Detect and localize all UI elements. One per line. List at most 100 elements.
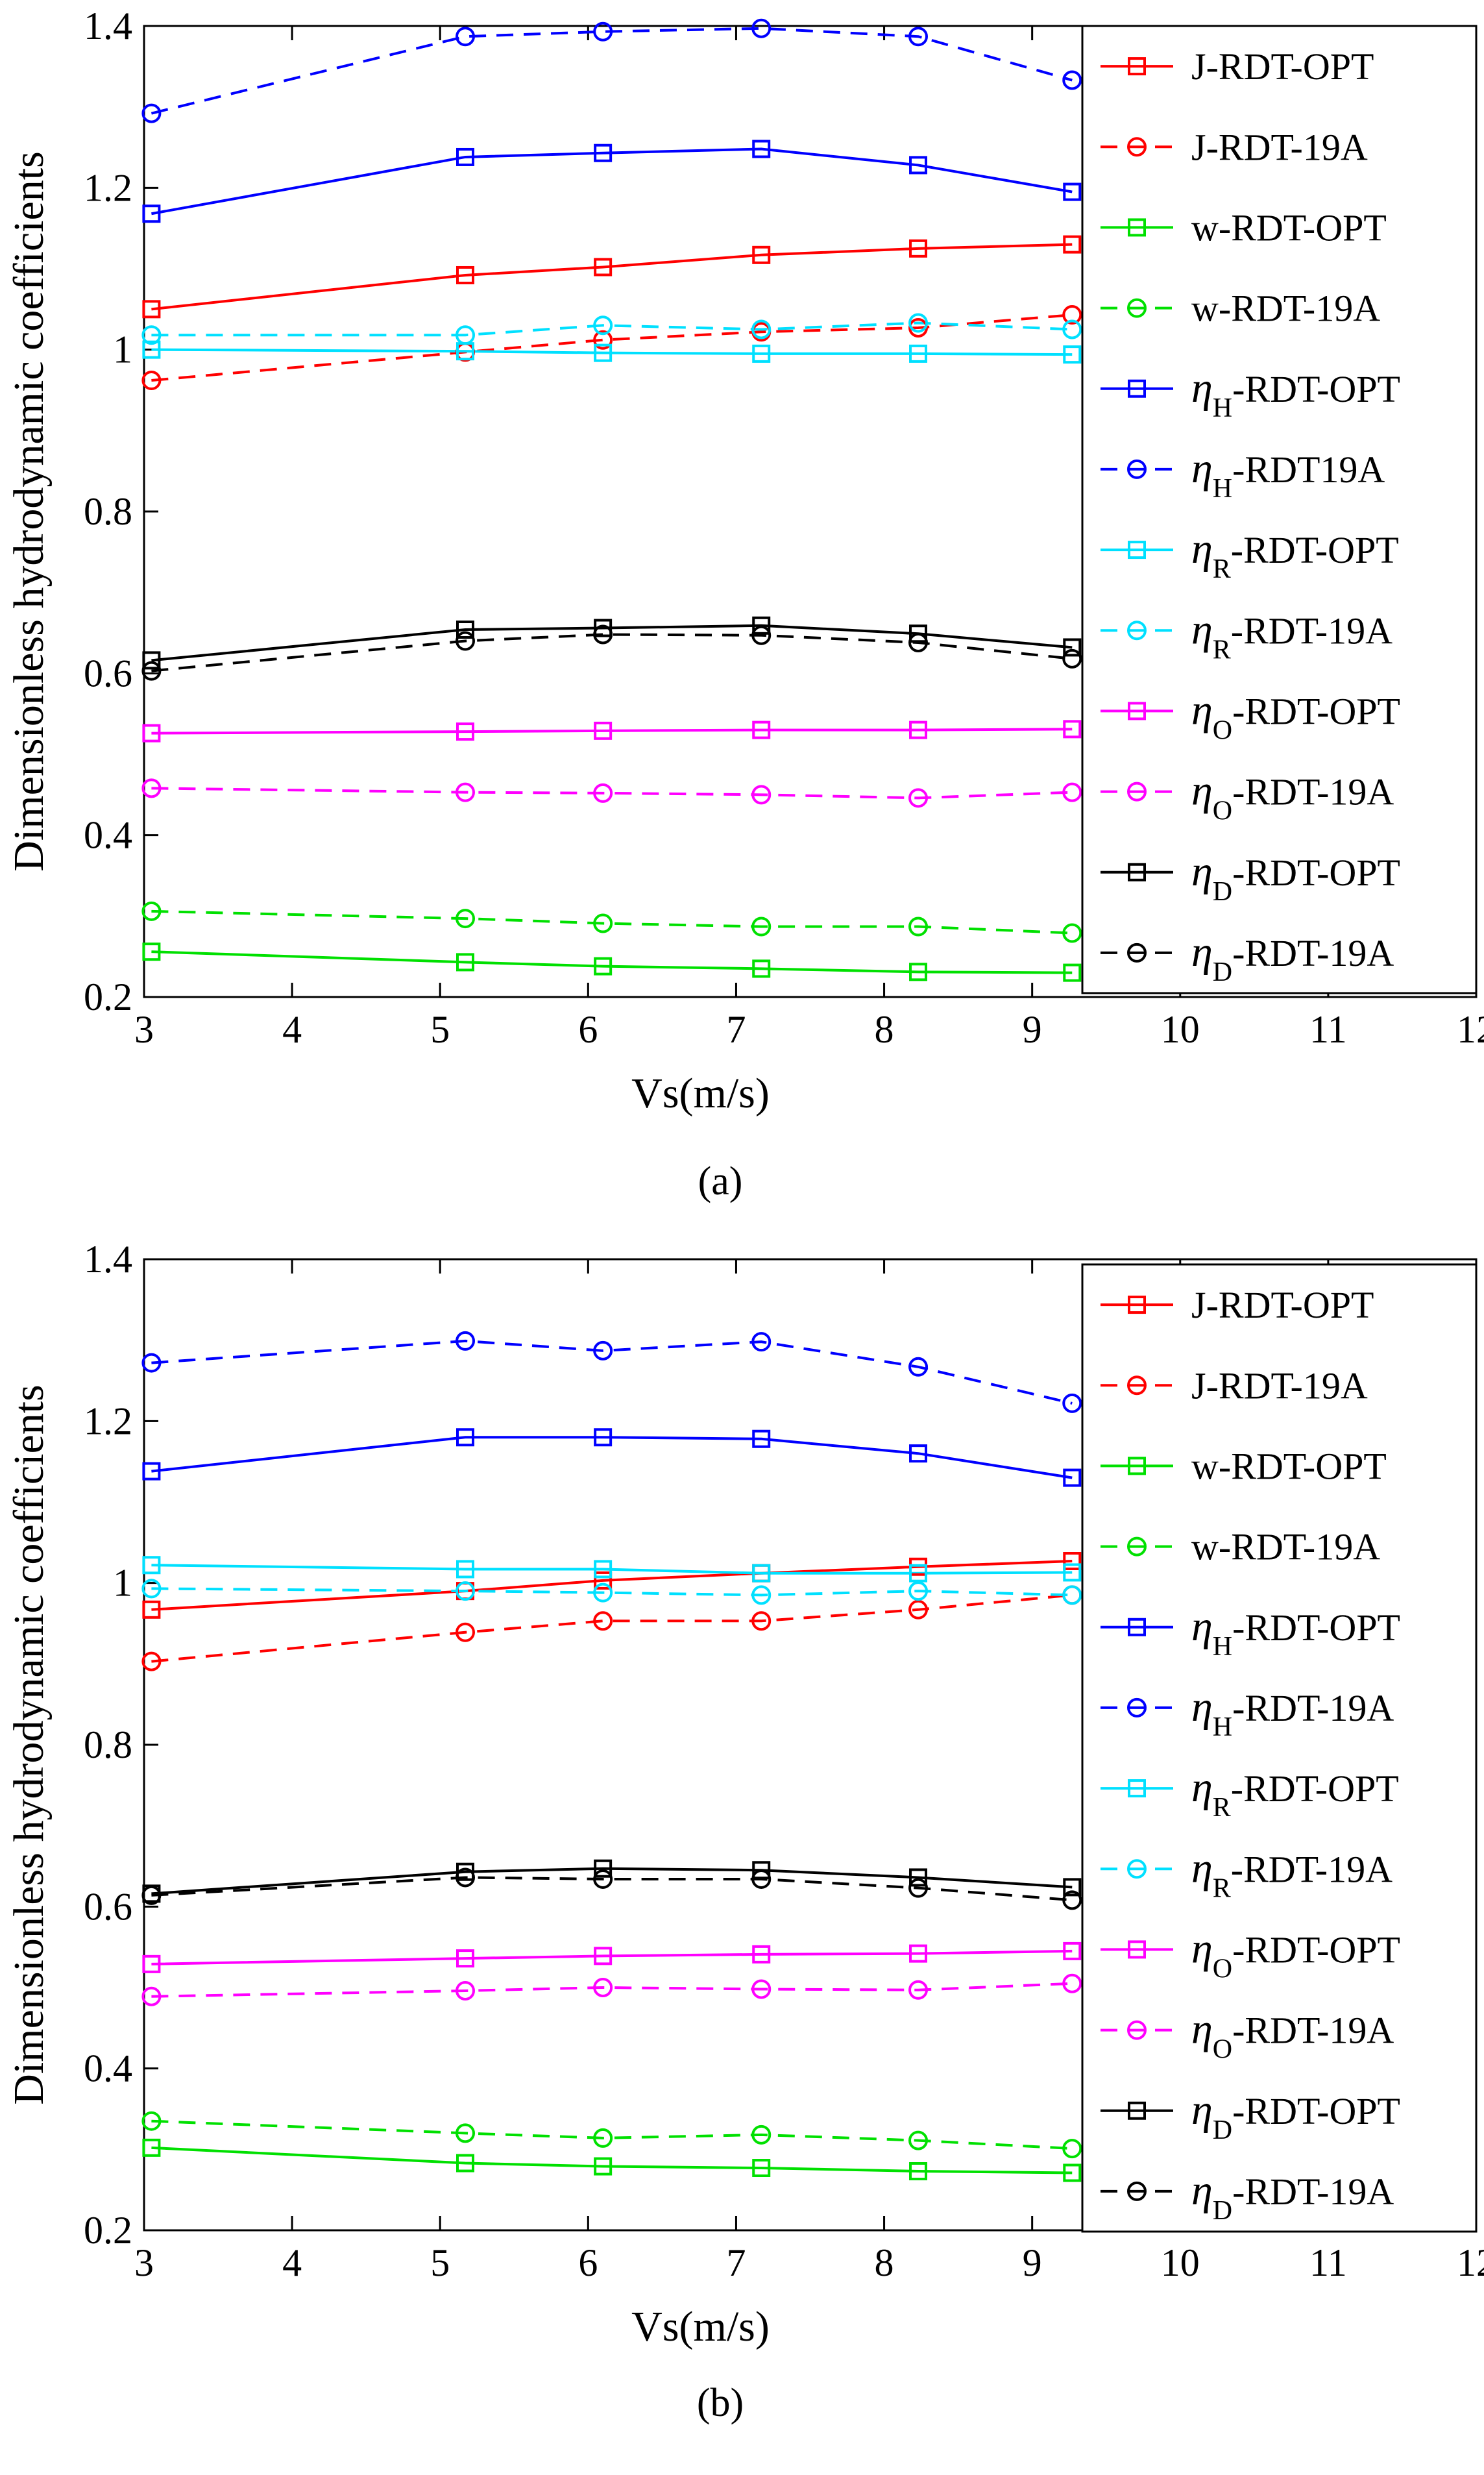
- data-point-ηR-RDT-OPT: [909, 1564, 928, 1582]
- data-point-ηD-RDT-OPT: [1063, 638, 1082, 657]
- legend-marker: [1128, 2101, 1146, 2120]
- data-point-ηO-RDT-19A: [908, 1980, 929, 2000]
- legend-label: J-RDT-19A: [1191, 126, 1368, 168]
- x-tick-label: 11: [1309, 1008, 1347, 1051]
- data-point-ηO-RDT-19A: [908, 788, 929, 808]
- data-point-ηD-RDT-19A: [751, 625, 772, 645]
- data-point-w-RDT-OPT: [456, 953, 475, 972]
- data-point-J-RDT-OPT: [1063, 235, 1082, 254]
- x-tick-label: 9: [1023, 2241, 1042, 2284]
- legend-marker: [1128, 379, 1146, 398]
- legend-label-sub: R: [1213, 1793, 1231, 1823]
- legend-label-sub: O: [1213, 1954, 1232, 1984]
- legend-label-main: w-RDT-OPT: [1191, 1445, 1387, 1487]
- legend-label-sub: D: [1213, 2115, 1232, 2145]
- legend-label: ηD-RDT-OPT: [1191, 848, 1400, 907]
- data-point-ηR-RDT-19A: [751, 319, 772, 339]
- series-line-w-RDT-OPT: [151, 2146, 1073, 2174]
- plot-area: [151, 27, 1073, 974]
- x-axis-label: Vs(m/s): [631, 1070, 770, 1117]
- series-line-ηO-RDT-OPT: [151, 1949, 1073, 1965]
- legend-label-main: η: [1191, 767, 1213, 815]
- data-point-J-RDT-OPT: [594, 1571, 613, 1590]
- data-point-ηD-RDT-19A: [908, 632, 929, 652]
- legend-label-main: η: [1191, 1683, 1213, 1730]
- legend-label-main: w-RDT-OPT: [1191, 206, 1387, 249]
- y-axis-label: Dimensionless hydrodynamic coefficients: [5, 151, 53, 872]
- data-point-J-RDT-OPT: [1063, 1552, 1082, 1571]
- legend-label: J-RDT-OPT: [1191, 1284, 1374, 1326]
- legend-label-sub: D: [1213, 2196, 1232, 2226]
- data-point-ηH-RDT-OPT: [456, 1428, 475, 1447]
- data-point-ηR-RDT-19A: [593, 315, 613, 336]
- series-line-ηD-RDT-OPT: [151, 624, 1073, 662]
- legend-marker: [1127, 621, 1147, 641]
- series-line-ηD-RDT-19A: [151, 1876, 1073, 1902]
- legend-label: J-RDT-OPT: [1191, 45, 1374, 88]
- data-point-ηO-RDT-OPT: [456, 722, 475, 741]
- legend-label: ηH-RDT-19A: [1191, 1683, 1394, 1742]
- data-point-ηD-RDT-19A: [456, 631, 476, 651]
- data-point-ηH-RDT-OPT: [1063, 1468, 1082, 1487]
- legend-label: ηH-RDT-OPT: [1191, 1603, 1400, 1662]
- legend-label-rest: -RDT-19A: [1232, 771, 1394, 813]
- x-tick-label: 3: [134, 2241, 154, 2284]
- legend-label-rest: -RDT-19A: [1232, 932, 1394, 974]
- legend-label: ηO-RDT-19A: [1191, 767, 1394, 826]
- legend-label: ηR-RDT-19A: [1191, 1844, 1393, 1903]
- figure-caption: (b): [697, 2381, 744, 2425]
- legend-label-main: J-RDT-19A: [1191, 126, 1368, 168]
- legend-marker: [1128, 1457, 1146, 1475]
- data-point-ηO-RDT-19A: [456, 782, 476, 802]
- data-point-w-RDT-19A: [1062, 2139, 1082, 2159]
- legend-label-sub: D: [1213, 957, 1232, 987]
- legend-label-sub: O: [1213, 2035, 1232, 2065]
- series-line-w-RDT-19A: [151, 2119, 1073, 2150]
- legend-label: ηR-RDT-19A: [1191, 606, 1393, 665]
- legend-marker: [1127, 1375, 1147, 1396]
- data-point-ηR-RDT-19A: [456, 1581, 476, 1601]
- chart-panel-b: 3 4 5 6 7 8 9 10 11 12 0.2 0.4 0.6 0.8 1 1.2 1.4 Vs(m/s) D…: [5, 1238, 1484, 2425]
- data-point-ηD-RDT-OPT: [456, 621, 475, 639]
- y-tick-label: 1.4: [84, 1238, 132, 1281]
- x-tick-label: 6: [578, 1008, 598, 1051]
- x-tick-label: 11: [1309, 2241, 1347, 2284]
- legend-label: ηD-RDT-OPT: [1191, 2086, 1400, 2145]
- legend-label-sub: H: [1213, 393, 1232, 423]
- figure-caption: (a): [698, 1159, 743, 1203]
- data-point-ηH-RDT19A: [593, 21, 613, 42]
- legend-marker: [1128, 1618, 1146, 1636]
- data-point-J-RDT-19A: [593, 330, 613, 350]
- data-point-ηO-RDT-19A: [593, 1978, 613, 1997]
- legend-marker: [1127, 1859, 1147, 1879]
- data-point-ηD-RDT-19A: [593, 624, 613, 645]
- legend-label-main: η: [1191, 1925, 1213, 1972]
- legend-label-main: η: [1191, 2006, 1213, 2053]
- data-point-ηR-RDT-OPT: [594, 343, 613, 362]
- y-tick-label: 0.2: [84, 2209, 132, 2252]
- data-point-ηO-RDT-OPT: [909, 1944, 928, 1963]
- data-point-ηO-RDT-OPT: [1063, 720, 1082, 739]
- legend-label-main: η: [1191, 606, 1213, 653]
- x-tick-label: 10: [1161, 2241, 1200, 2284]
- x-tick-label: 8: [875, 1008, 894, 1051]
- legend-label: w-RDT-OPT: [1191, 1445, 1387, 1487]
- legend-label-rest: -RDT-OPT: [1232, 852, 1400, 894]
- legend-label-sub: H: [1213, 1712, 1232, 1742]
- legend-label-main: η: [1191, 525, 1213, 573]
- legend-label: ηO-RDT-OPT: [1191, 686, 1400, 745]
- data-point-w-RDT-19A: [593, 2128, 613, 2148]
- y-tick-label: 0.8: [84, 490, 132, 533]
- legend-label-sub: R: [1213, 635, 1231, 665]
- data-point-w-RDT-OPT: [142, 942, 161, 961]
- data-point-ηH-RDT19A: [1062, 70, 1082, 90]
- legend-label-main: J-RDT-OPT: [1191, 45, 1374, 88]
- series-line-J-RDT-19A: [151, 1594, 1073, 1663]
- x-tick-label: 7: [726, 1008, 746, 1051]
- legend-label-main: η: [1191, 928, 1213, 976]
- data-point-ηH-RDT-OPT: [594, 1428, 613, 1447]
- data-point-ηD-RDT-19A: [456, 1867, 476, 1888]
- data-point-ηR-RDT-19A: [1062, 319, 1082, 339]
- legend-marker: [1128, 541, 1146, 560]
- data-point-ηD-RDT-19A: [1062, 1890, 1082, 1910]
